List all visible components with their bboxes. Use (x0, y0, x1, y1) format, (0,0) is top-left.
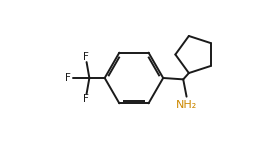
Text: F: F (83, 52, 89, 62)
Text: NH₂: NH₂ (176, 100, 197, 110)
Text: F: F (65, 73, 71, 83)
Text: F: F (83, 94, 89, 104)
